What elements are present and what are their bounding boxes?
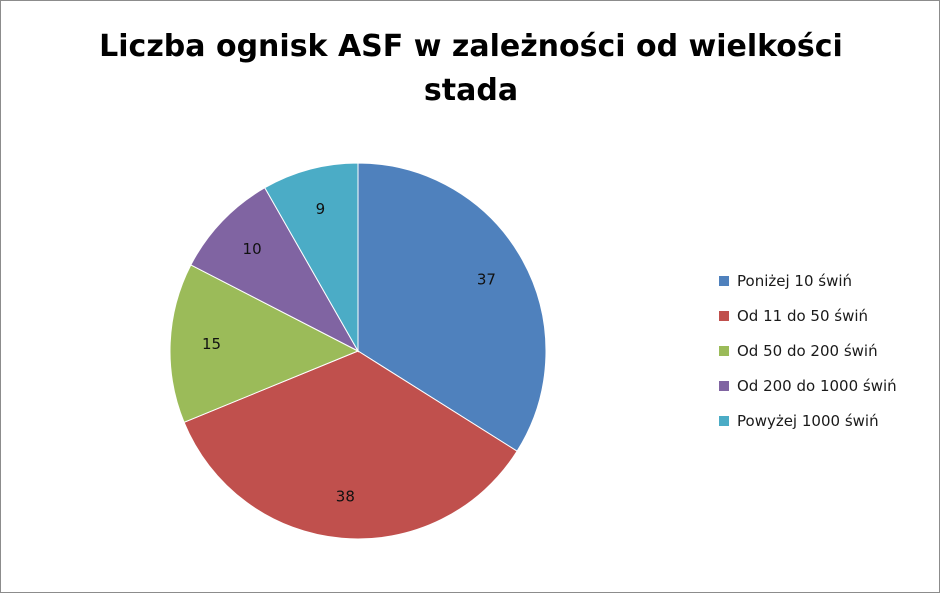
legend-swatch — [719, 380, 729, 391]
pie-slice-1 — [357, 162, 547, 452]
chart-title: Liczba ognisk ASF w zależności od wielko… — [61, 25, 881, 113]
legend-label: Od 50 do 200 świń — [737, 341, 878, 360]
legend-label: Poniżej 10 świń — [737, 271, 853, 290]
legend-item-1: Poniżej 10 świń — [719, 263, 897, 298]
legend-label: Od 200 do 1000 świń — [737, 376, 897, 395]
legend-label: Od 11 do 50 świń — [737, 306, 869, 325]
data-label-2: 38 — [336, 488, 355, 506]
legend-swatch — [719, 415, 729, 426]
pie-slice-5 — [264, 162, 359, 353]
data-label-4: 10 — [243, 240, 262, 258]
legend-label: Powyżej 1000 świń — [737, 411, 879, 430]
legend-swatch — [719, 310, 729, 321]
legend-item-2: Od 11 do 50 świń — [719, 298, 897, 333]
legend-swatch — [719, 345, 729, 356]
pie-slice-4 — [190, 187, 360, 353]
pie-slice-2 — [183, 350, 518, 540]
chart-title-line-2: stada — [423, 73, 519, 108]
legend-swatch — [719, 275, 729, 286]
data-label-1: 37 — [477, 271, 496, 289]
legend-item-5: Powyżej 1000 świń — [719, 403, 897, 438]
pie-slice-3 — [169, 264, 360, 423]
legend-item-3: Od 50 do 200 świń — [719, 333, 897, 368]
legend-item-4: Od 200 do 1000 świń — [719, 368, 897, 403]
legend: Poniżej 10 świń Od 11 do 50 świń Od 50 do … — [719, 263, 897, 438]
data-label-5: 9 — [316, 200, 326, 218]
chart-title-line-1: Liczba ognisk ASF w zależności od wielko… — [99, 29, 843, 64]
data-label-3: 15 — [202, 335, 221, 353]
